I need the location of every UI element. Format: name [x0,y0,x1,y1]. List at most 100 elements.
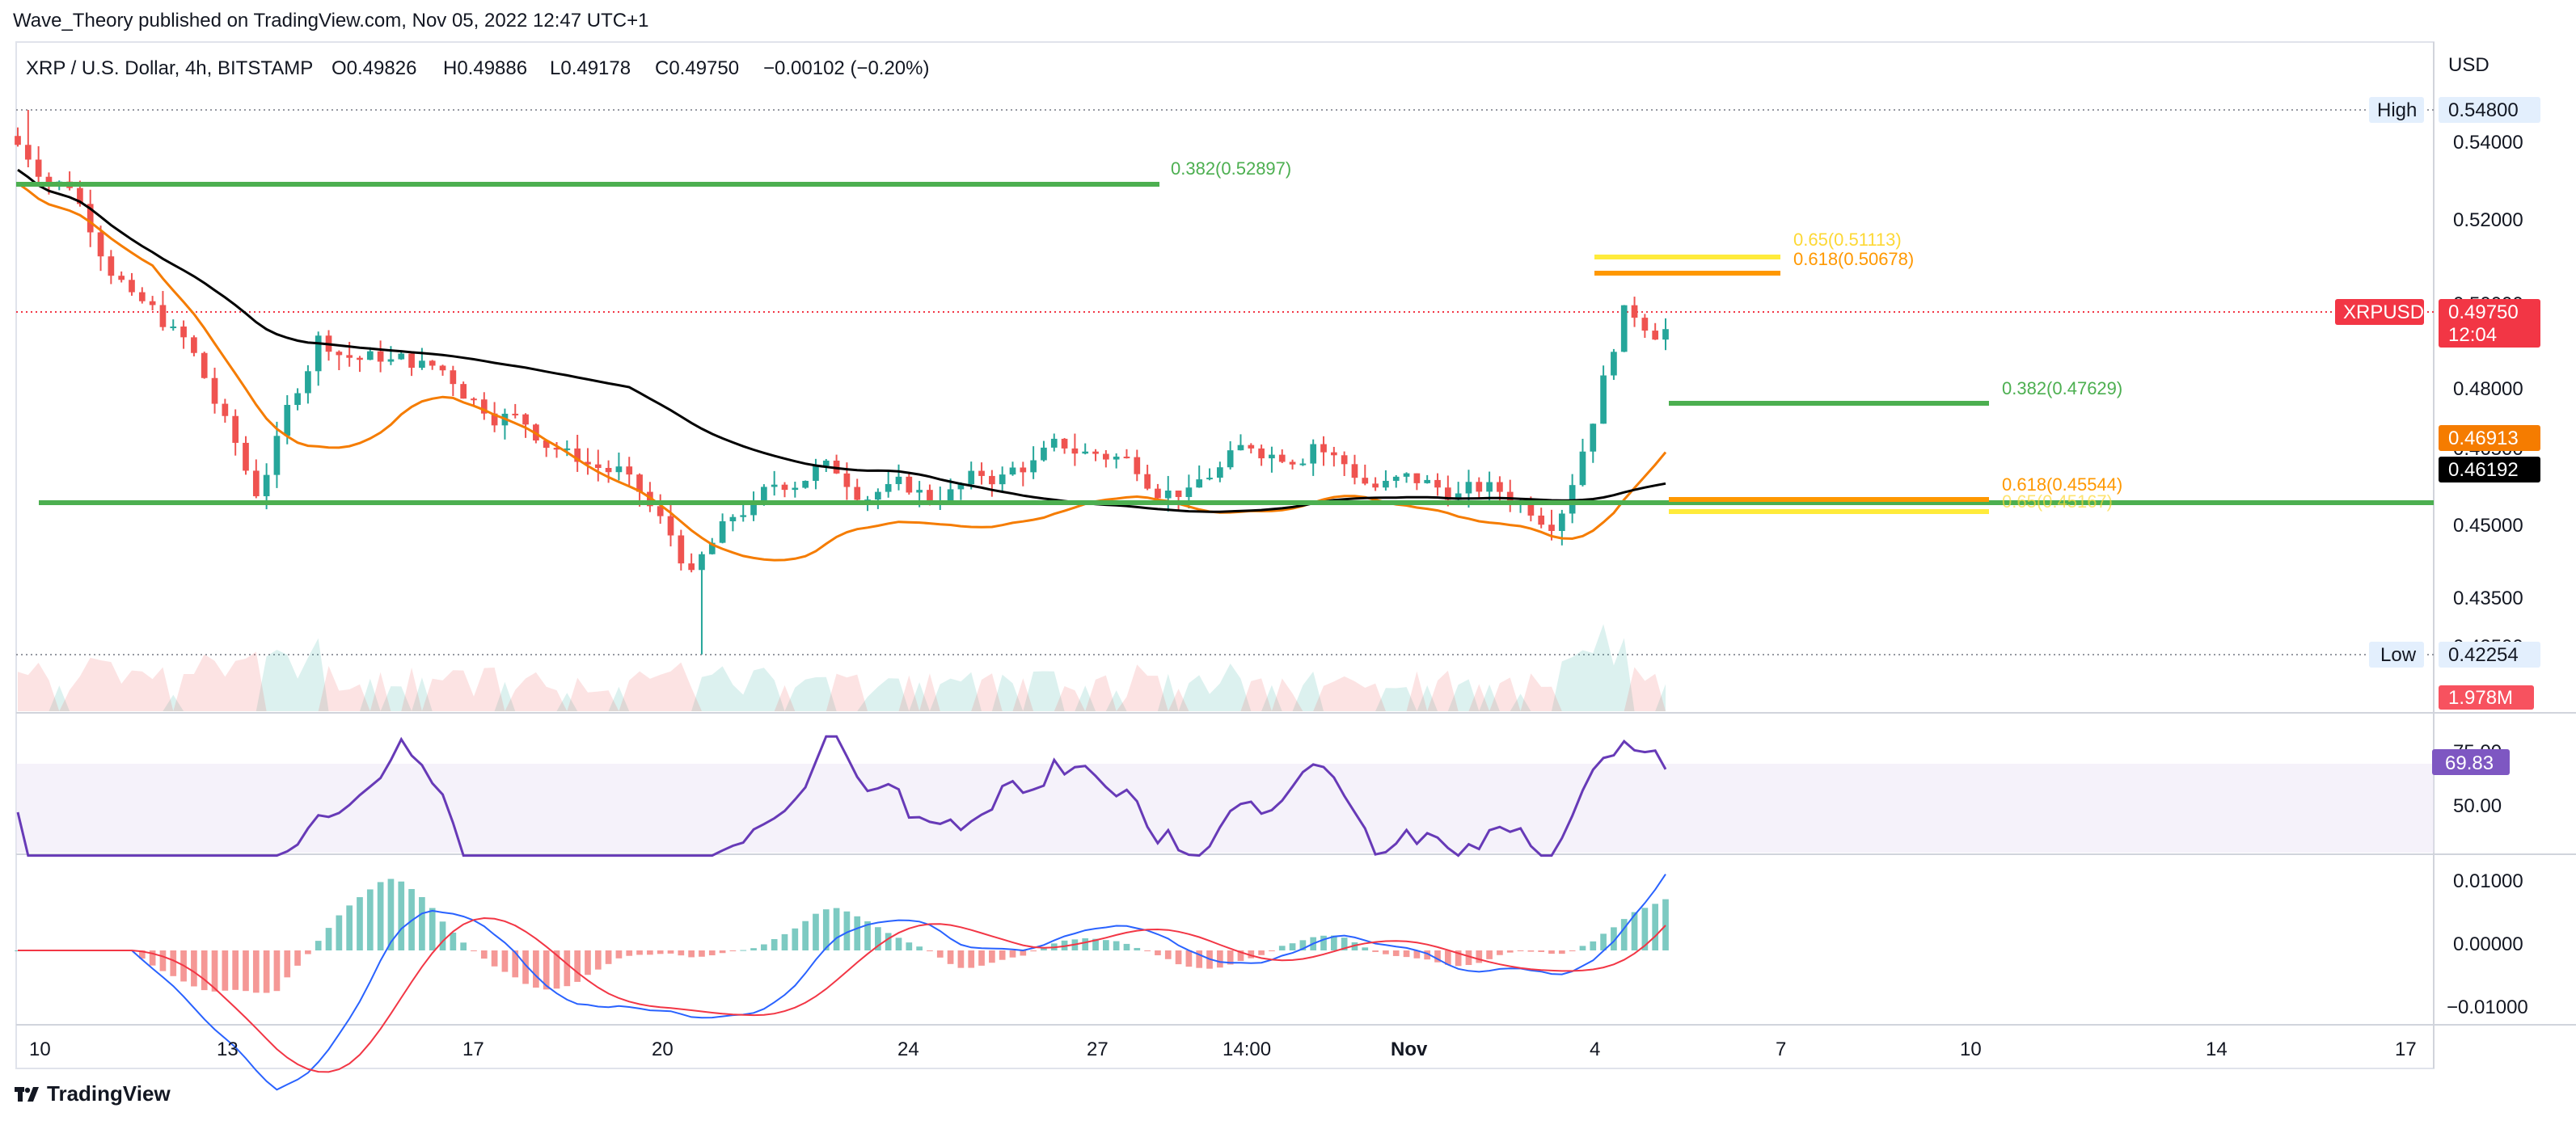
macd-histogram-bar [450,932,457,950]
macd-histogram-bar [1144,950,1151,952]
candle-down [1258,448,1265,459]
macd-histogram-bar [1020,950,1027,956]
candle-up [1050,438,1058,448]
candle-down [1351,464,1358,478]
tradingview-logo[interactable]: TradingView [15,1081,171,1106]
macd-histogram-bar [978,950,985,966]
candle-up [1590,423,1597,452]
macd-histogram-bar [1538,950,1545,952]
macd-histogram-bar [1403,950,1410,958]
publish-caption: Wave_Theory published on TradingView.com… [13,10,649,32]
macd-histogram-bar [564,950,571,987]
macd-histogram-bar [1652,904,1659,950]
candle-up [719,520,726,543]
candle-down [1341,455,1348,465]
macd-histogram-bar [1579,946,1586,950]
low-label: Low [2380,644,2417,666]
candle-up [1269,454,1275,459]
candle-down [906,476,913,493]
candle-up [1227,450,1234,468]
candle-down [543,440,550,449]
candle-down [1020,467,1027,473]
macd-histogram-bar [1455,950,1462,967]
macd-histogram-bar [781,933,788,950]
candle-down [243,442,249,471]
ema-value: 0.46913 [2448,428,2519,449]
macd-histogram-bar [471,950,477,951]
candle-up [771,484,778,487]
sma-line [17,168,1666,513]
sma-value: 0.46192 [2448,459,2519,481]
candle-down [553,448,560,450]
candle-down [201,352,208,378]
candle-down [574,448,581,462]
candle-down [1631,305,1638,318]
candle-down [843,473,851,487]
macd-histogram-bar [1082,938,1089,950]
candle-down [118,276,125,280]
low-label-badge [2369,642,2424,668]
macd-histogram-bar [305,950,311,954]
candle-up [1486,482,1493,492]
macd-histogram-bar [1548,950,1555,954]
candle-up [813,466,819,481]
high-value: 0.54800 [2448,99,2519,121]
candle-down [222,403,229,416]
candle-down [357,357,363,360]
candle-down [678,535,685,564]
candle-up [315,335,322,372]
macd-histogram-bar [1413,950,1421,959]
candle-down [1444,487,1451,500]
macd-histogram-bar [864,921,871,950]
candle-up [170,327,177,329]
candle-down [1092,451,1099,454]
macd-histogram-bar [1330,935,1337,950]
macd-histogram-bar [792,928,799,950]
candle-up [1620,305,1628,352]
candle-down [180,327,187,338]
candle-up [1424,479,1431,483]
candle-down [1134,457,1141,474]
candle-down [1320,444,1327,453]
candle-down [927,490,933,501]
high-value-badge [2439,97,2540,123]
macd-histogram-bar [1269,950,1275,951]
candle-down [1155,488,1161,499]
candle-down [688,563,695,571]
candle-up [1237,445,1244,451]
macd-histogram-bar [936,950,944,958]
macd-histogram-bar [149,950,156,966]
time-label: 14 [2206,1039,2228,1060]
rsi-tick: 50.00 [2453,795,2502,817]
macd-histogram-bar [1569,950,1576,951]
macd-histogram-bar [1113,941,1120,950]
price-tick: 0.54000 [2453,132,2523,154]
macd-histogram-bar [1424,950,1431,960]
candle-up [968,470,975,485]
macd-histogram-bar [750,948,757,950]
candle-down [667,516,674,536]
macd-histogram-bar [252,950,260,993]
macd-histogram-bar [927,950,933,952]
sma-badge [2439,457,2540,482]
volume-down-area [18,651,1666,711]
time-label: 17 [462,1039,484,1060]
candle-up [419,360,425,369]
candle-down [471,398,477,401]
macd-histogram-bar [657,950,664,954]
macd-histogram-bar [1123,943,1130,950]
candle-up [273,436,281,475]
candle-down [1641,318,1649,331]
candle-up [1579,451,1586,486]
last-price-value: 0.49750 [2448,301,2519,323]
candle-up [895,476,902,484]
candle-up [1041,447,1047,461]
macd-histogram-bar [1155,950,1161,955]
candle-down [1103,453,1109,460]
macd-histogram-bar [232,950,239,990]
candle-down [1362,478,1369,484]
candle-down [636,474,643,492]
ema-badge [2439,425,2540,451]
symbol-badge-label: XRPUSD [2343,301,2424,323]
